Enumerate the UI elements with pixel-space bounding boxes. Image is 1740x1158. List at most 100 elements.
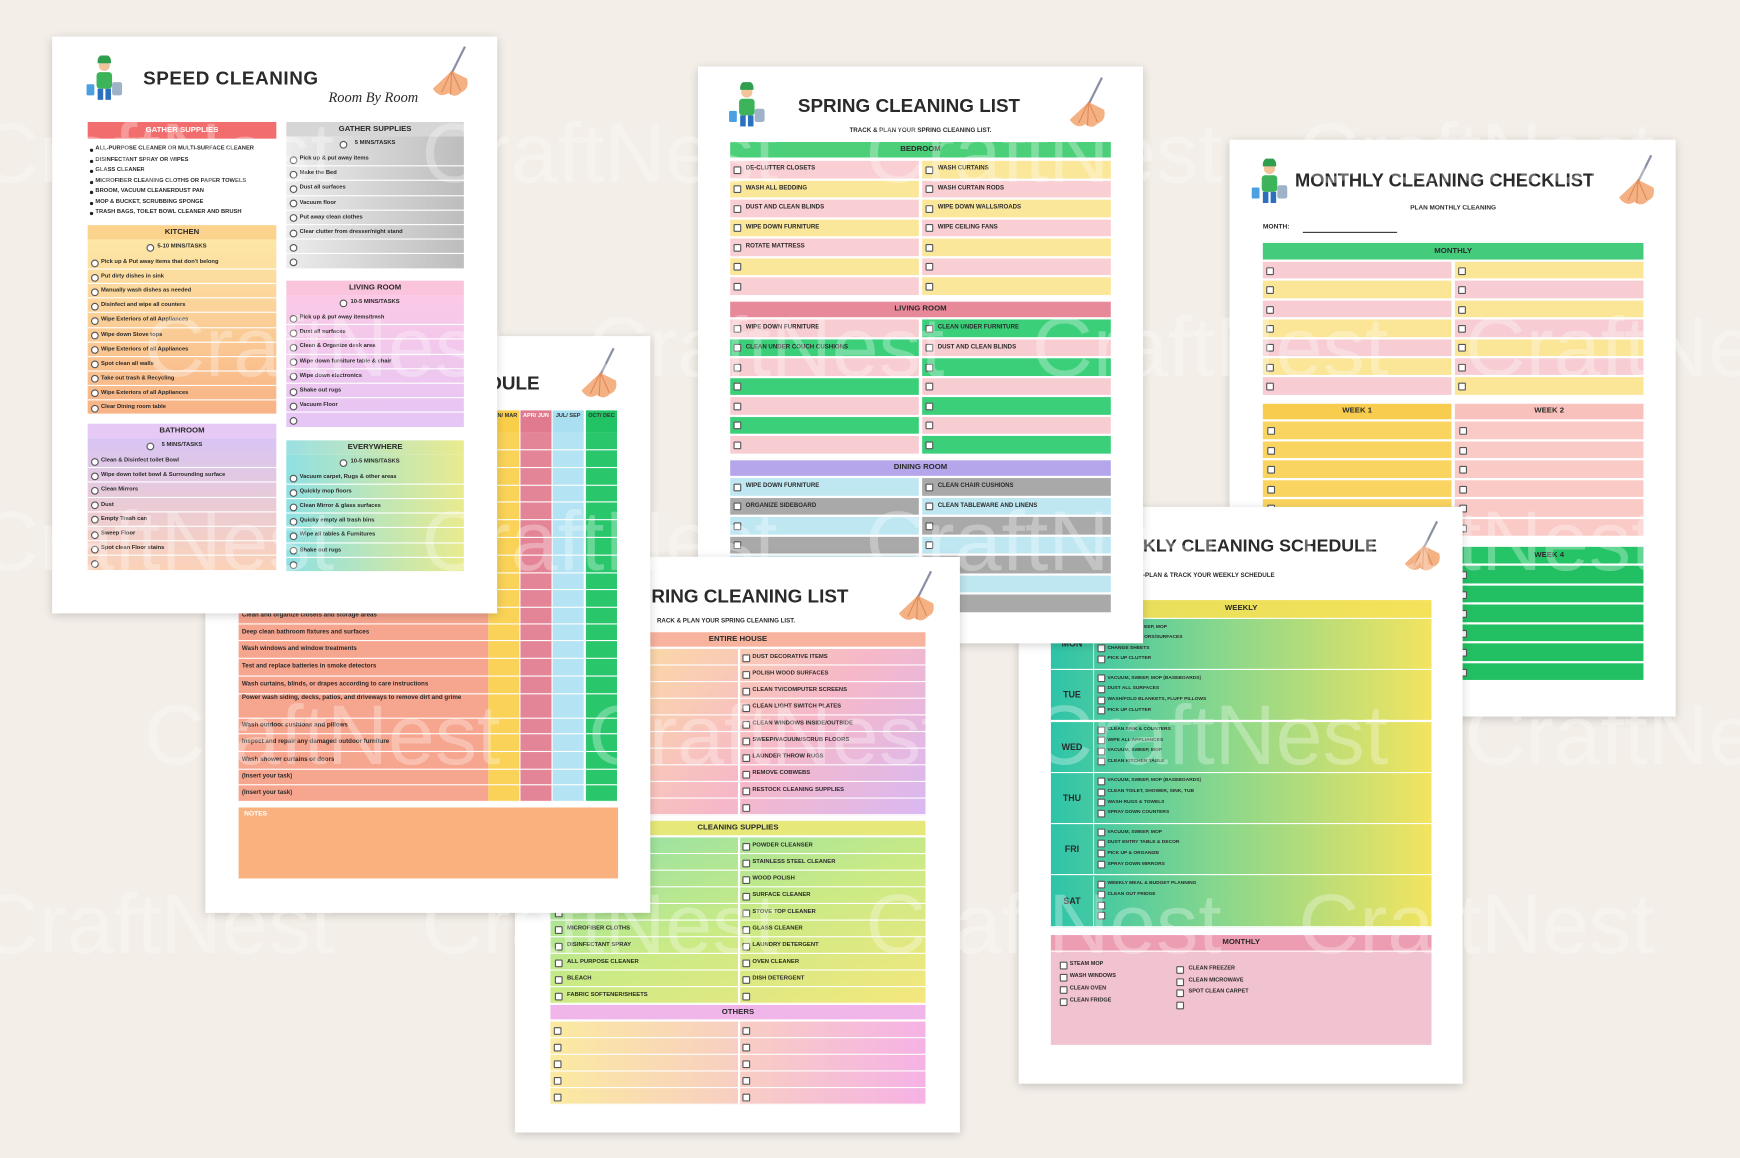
shape [1619,154,1654,205]
checkbox [1097,850,1106,858]
row-cell [730,358,919,376]
checkbox [925,224,934,233]
task: Wash outdoor cushions and pillows [241,722,348,729]
checkbox [289,314,298,323]
checkbox [289,546,298,555]
shape [754,108,765,123]
checkbox [742,1076,751,1085]
task: CLEAN TABLEWARE AND LINENS [937,501,1038,509]
task: WIPE DOWN FURNITURE [745,482,820,490]
task: DISINFECTANT SPRAY [567,941,632,949]
checkbox [1266,324,1274,333]
row-divider [550,969,738,971]
checkbox [742,992,751,1000]
row-divider [739,852,926,855]
task: WOOD POLISH [752,875,795,882]
checkbox [733,441,742,449]
shape [1270,191,1277,203]
row-cell [922,199,1111,217]
task: CLEAN WINDOWS INSIDE/OUTSIDE [752,719,853,727]
row-divider [87,467,277,469]
task: Manually wash dishes as needed [100,287,192,295]
section-header [87,423,277,439]
row-divider [550,1087,738,1089]
task: CLEAN TV/COMPUTER SCREENS [752,686,848,694]
row-cell [730,277,919,295]
shape [1251,187,1260,199]
shape [898,570,934,621]
checkbox [1176,966,1185,974]
task: WIPE ALL APPLIANCES [1107,736,1164,742]
task: POLISH WOOD SURFACES [752,669,829,677]
day-divider [1050,720,1432,722]
row-cell [922,575,1111,593]
task: Clear Dining room table [100,403,166,411]
shape [1619,179,1654,205]
shape [581,347,617,398]
row-divider [286,483,464,485]
checkbox [925,282,934,291]
task: CLEAN CHAIR CUSHIONS [937,482,1014,490]
checkbox [733,204,742,213]
row-divider [286,338,464,340]
section-title: OTHERS [721,1008,755,1017]
row-cell [1262,281,1452,299]
task: WASH CURTAINS [937,165,989,172]
row-cell [730,416,919,434]
row-cell [1454,565,1644,583]
task: (Insert your task) [241,773,293,780]
row-cell [730,319,919,337]
checkbox [554,958,563,967]
row-cell [922,257,1111,276]
row-cell [1262,319,1452,337]
checkbox [1097,696,1106,704]
column-label: APR/ JUN [523,412,549,420]
task: DE-CLUTTER CLOSETS [745,165,816,172]
row-divider [739,986,926,988]
row-divider [739,797,926,799]
checkbox [289,373,298,381]
row-divider [286,527,464,529]
section-header [87,225,277,240]
day-divider [1050,822,1432,825]
section-body [286,295,464,427]
row-divider [286,426,464,428]
checkbox [925,363,934,372]
time-note: 10-5 MINS/TASKS [350,298,400,306]
row-divider [87,555,277,557]
task: CLEAN FRIDGE [1069,997,1112,1004]
row-cell [922,536,1111,554]
column-label: JAN/ MAR [490,412,518,420]
row-divider [87,370,277,372]
checkbox [553,1093,562,1101]
checkbox [742,653,751,662]
checkbox [742,892,751,901]
checkbox [925,263,934,271]
month-label: MONTH: [1262,224,1290,231]
row-divider [739,730,926,733]
checkbox [733,522,742,530]
shape [907,595,928,619]
row-cell [922,219,1111,237]
row-divider [739,902,926,904]
task: Vacuum Floor [299,401,338,409]
row-cell [1454,662,1644,680]
shape [86,84,95,96]
checkbox [289,185,298,194]
shape [1251,157,1288,203]
task: STAINLESS STEEL CLEANER [752,858,836,866]
row-divider [286,498,464,500]
checkbox [90,404,99,413]
monthly-box [1050,951,1432,1045]
supply: GLASS CLEANER [95,166,145,174]
task: SPRAY DOWN COUNTERS [1107,808,1170,815]
checkbox [1097,890,1106,899]
checkbox [925,166,934,174]
row-divider [238,768,619,770]
checkbox [289,358,298,367]
row-cell [1262,421,1452,439]
shape [1404,520,1440,571]
cleaner-icon [727,80,767,129]
